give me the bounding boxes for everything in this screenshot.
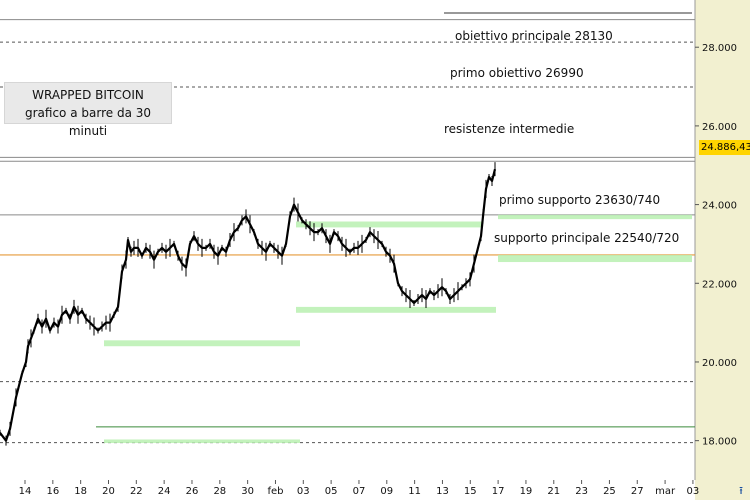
last-price-badge: 24.886,43 — [699, 140, 750, 155]
chart-title-box: WRAPPED BITCOIN grafico a barre da 30 mi… — [4, 82, 172, 138]
y-tick-label-1: 20.000 — [702, 358, 737, 369]
x-tick-label-7: 28 — [213, 486, 226, 497]
x-tick-label-24: 03 — [687, 486, 700, 497]
plot-background — [0, 0, 695, 480]
x-tick-label-9: feb — [267, 486, 283, 497]
x-tick-label-20: 23 — [575, 486, 588, 497]
x-tick-label-11: 05 — [325, 486, 338, 497]
annotation-1: primo obiettivo 26990 — [450, 66, 584, 80]
x-tick-label-22: 27 — [631, 486, 644, 497]
x-tick-label-21: 25 — [603, 486, 616, 497]
annotation-3: primo supporto 23630/740 — [499, 193, 660, 207]
price-series-layer — [0, 162, 497, 446]
x-tick-label-18: 19 — [520, 486, 533, 497]
support-zone-3 — [498, 214, 692, 220]
scroll-arrow-icon[interactable]: ⭱ — [739, 485, 743, 497]
annotations-layer: obiettivo principale 28130 primo obiettiv… — [444, 12, 692, 245]
support-zone-4 — [498, 254, 692, 263]
zones-layer — [104, 214, 692, 444]
x-tick-label-16: 15 — [464, 486, 477, 497]
x-axis-ticks: 14 16 18 20 22 24 26 28 30 feb 03 05 07 09 11 13 15 17 19 2… — [19, 480, 700, 497]
annotation-2: resistenze intermedie — [444, 122, 574, 136]
x-tick-label-23: mar — [655, 486, 676, 497]
x-tick-label-4: 22 — [130, 486, 143, 497]
chart-subtitle: grafico a barre da 30 minuti — [25, 106, 151, 138]
x-tick-label-14: 11 — [408, 486, 421, 497]
x-tick-label-15: 13 — [436, 486, 449, 497]
x-tick-label-17: 17 — [492, 486, 505, 497]
support-zone-0 — [104, 340, 300, 347]
x-tick-label-8: 30 — [241, 486, 254, 497]
x-tick-label-6: 26 — [186, 486, 199, 497]
y-tick-label-4: 26.000 — [702, 122, 737, 133]
y-tick-label-5: 28.000 — [702, 43, 737, 54]
x-tick-label-5: 24 — [158, 486, 171, 497]
support-zone-5 — [104, 439, 300, 444]
axis-panel — [695, 0, 750, 500]
x-tick-label-13: 09 — [380, 486, 393, 497]
support-zone-2 — [296, 221, 482, 228]
x-tick-label-1: 16 — [46, 486, 59, 497]
chart-title: WRAPPED BITCOIN — [32, 88, 144, 102]
support-zone-1 — [296, 306, 496, 313]
y-tick-label-3: 24.000 — [702, 201, 737, 212]
x-tick-label-0: 14 — [19, 486, 32, 497]
x-tick-label-10: 03 — [297, 486, 310, 497]
x-tick-label-2: 18 — [74, 486, 87, 497]
y-tick-label-0: 18.000 — [702, 437, 737, 448]
x-tick-label-3: 20 — [102, 486, 115, 497]
y-axis-ticks: 18.000 20.000 22.000 24.000 26.000 28.000 — [695, 43, 737, 448]
x-axis-panel — [0, 480, 695, 500]
annotation-4: supporto principale 22540/720 — [494, 231, 679, 245]
x-tick-label-12: 07 — [353, 486, 366, 497]
annotation-0: obiettivo principale 28130 — [455, 29, 613, 43]
y-tick-label-2: 22.000 — [702, 279, 737, 290]
x-tick-label-19: 21 — [547, 486, 560, 497]
